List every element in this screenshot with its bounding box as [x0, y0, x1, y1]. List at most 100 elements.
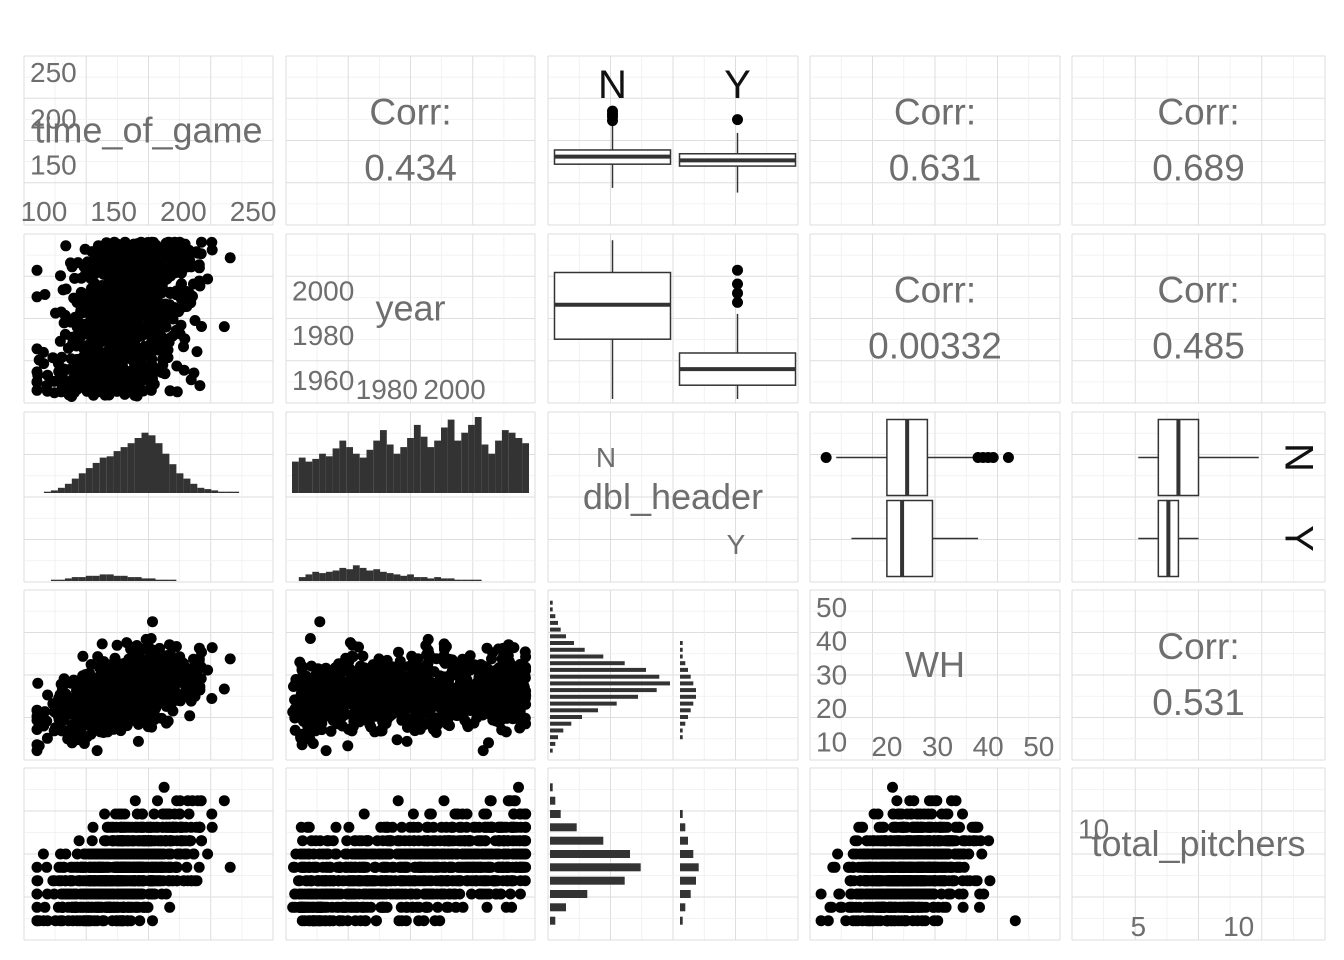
scatter-point [147, 328, 159, 340]
scatter-point [418, 698, 430, 710]
scatter-point [153, 835, 165, 847]
scatter-point [193, 259, 205, 271]
scatter-point [341, 835, 353, 847]
scatter-point [508, 875, 520, 887]
scatter-point [306, 835, 317, 847]
scatter-point [358, 808, 370, 820]
scatter-point [60, 381, 72, 392]
scatter-point [71, 296, 83, 308]
scatter-point [486, 653, 497, 665]
scatter-point [31, 915, 43, 927]
scatter-point [412, 875, 424, 887]
scatter-point [31, 861, 43, 873]
scatter-point [376, 861, 388, 873]
scatter-point [502, 861, 514, 873]
scatter-point [490, 673, 502, 685]
scatter-point [479, 835, 491, 847]
scatter-point [75, 861, 87, 873]
scatter-point [397, 888, 408, 900]
scatter-point [104, 680, 116, 691]
scatter-point [412, 660, 424, 672]
scatter-point [39, 706, 51, 718]
scatter-point [167, 821, 179, 833]
scatter-point [376, 901, 388, 913]
scatter-point [185, 875, 197, 887]
scatter-point [105, 659, 117, 671]
scatter-point [101, 318, 113, 330]
scatter-point [173, 676, 185, 688]
scatter-point [164, 901, 176, 913]
scatter-point [306, 714, 318, 726]
scatter-point [362, 875, 373, 887]
scatter-point [183, 808, 195, 820]
scatter-point [477, 848, 489, 860]
scatter-point [345, 875, 357, 887]
scatter-point [73, 316, 85, 328]
scatter-point [55, 848, 66, 860]
scatter-point [156, 287, 168, 299]
scatter-point [159, 659, 171, 671]
scatter-point [395, 861, 407, 873]
scatter-point [346, 667, 357, 679]
corr-panel: Corr:0.485 [1071, 233, 1326, 404]
scatter-point [357, 901, 369, 913]
scatter-point [85, 273, 97, 284]
scatter-point [957, 901, 969, 913]
scatter-point [365, 888, 377, 900]
scatter-point [84, 379, 96, 390]
scatter-point [139, 310, 151, 322]
scatter-point [164, 299, 176, 311]
corr-panel: Corr:0.531 [1071, 589, 1326, 761]
scatter-point [131, 848, 143, 860]
scatter-point [457, 901, 469, 913]
scatter-point [47, 875, 59, 887]
scatter-point [418, 888, 430, 900]
scatter-point [56, 351, 68, 363]
scatter-point [31, 376, 43, 388]
scatter-point [443, 848, 455, 860]
scatter-point [108, 835, 119, 847]
scatter-point [151, 275, 163, 287]
scatter-point [94, 875, 106, 887]
scatter-point [178, 341, 189, 353]
scatter-point [393, 646, 404, 658]
scatter-point [346, 861, 357, 873]
scatter-point [134, 915, 146, 927]
scatter-point [341, 658, 353, 670]
scatter-point [357, 650, 369, 662]
scatter-point [345, 698, 357, 710]
scatter-point [493, 706, 504, 718]
scatter-point [432, 861, 444, 873]
scatter-point [188, 690, 200, 702]
scatter-point [453, 875, 465, 887]
scatter-point [114, 280, 126, 292]
scatter-point [84, 319, 96, 331]
scatter-point [348, 715, 360, 727]
corr-label: Corr: [894, 270, 976, 311]
scatter-point [299, 678, 311, 690]
scatter-point [500, 726, 512, 738]
scatter-point [82, 295, 94, 306]
scatter-point [74, 875, 86, 887]
scatter-point [96, 638, 108, 650]
scatter-point [324, 875, 336, 887]
scatter-point [99, 835, 110, 847]
scatter-point [180, 835, 192, 847]
scatter-point [373, 653, 385, 665]
scatter-point [343, 888, 355, 900]
scatter-point [465, 692, 477, 704]
scatter-point [91, 745, 103, 757]
scatter-point [489, 875, 501, 887]
corr-value: 0.631 [889, 148, 982, 189]
scatter-point [57, 888, 69, 900]
scatter-point [164, 808, 176, 820]
scatter-point [333, 875, 345, 887]
scatter-point [206, 808, 218, 820]
scatter-point [458, 848, 470, 860]
scatter-point [110, 861, 122, 873]
scatter-point [193, 861, 205, 873]
scatter-point [367, 686, 379, 698]
corr-value: 0.485 [1152, 326, 1245, 367]
scatter-point [520, 698, 532, 710]
scatter-point [78, 888, 90, 900]
